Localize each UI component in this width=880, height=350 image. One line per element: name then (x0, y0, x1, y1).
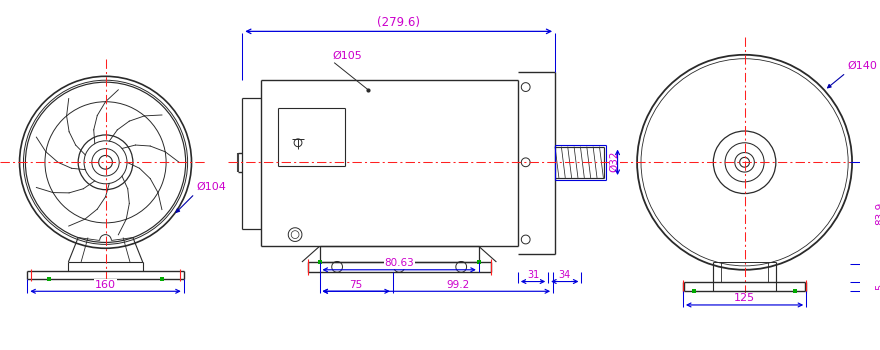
Text: Ø32: Ø32 (610, 150, 620, 172)
Text: 75: 75 (349, 280, 363, 290)
Text: 99.2: 99.2 (446, 280, 469, 290)
Text: 5: 5 (876, 283, 880, 289)
Text: 125: 125 (734, 294, 755, 303)
Text: 160: 160 (95, 280, 116, 290)
Text: 34: 34 (559, 270, 571, 280)
Text: 83.9: 83.9 (876, 202, 880, 225)
Text: 80.63: 80.63 (385, 258, 414, 268)
Text: Ø105: Ø105 (333, 51, 362, 61)
Text: Ø104: Ø104 (197, 182, 227, 192)
Text: Ø140: Ø140 (848, 61, 877, 71)
Text: (279.6): (279.6) (378, 16, 420, 29)
Text: 31: 31 (527, 270, 539, 280)
